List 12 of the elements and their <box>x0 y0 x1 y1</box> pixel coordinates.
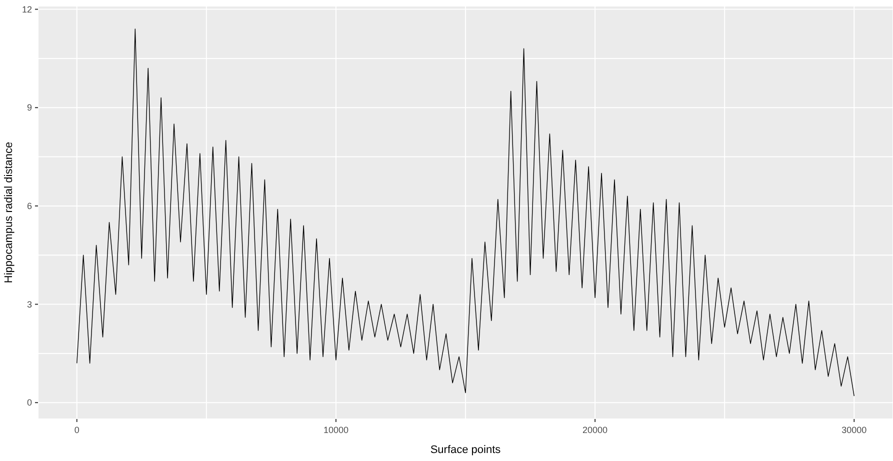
x-tick-label: 20000 <box>582 425 608 435</box>
y-tick-label: 9 <box>26 102 32 113</box>
y-tick-label: 6 <box>26 200 32 211</box>
line-series <box>76 28 854 396</box>
y-tick-label: 3 <box>26 299 32 310</box>
x-tick-label: 10000 <box>323 425 348 435</box>
x-tick-label: 30000 <box>842 425 867 435</box>
y-tick-label: 12 <box>22 4 32 14</box>
x-axis-title: Surface points <box>430 444 502 456</box>
y-tick-label: 0 <box>26 398 32 408</box>
x-tick-label: 0 <box>74 425 80 435</box>
y-axis-title: Hippocampus radial distance <box>2 142 15 284</box>
